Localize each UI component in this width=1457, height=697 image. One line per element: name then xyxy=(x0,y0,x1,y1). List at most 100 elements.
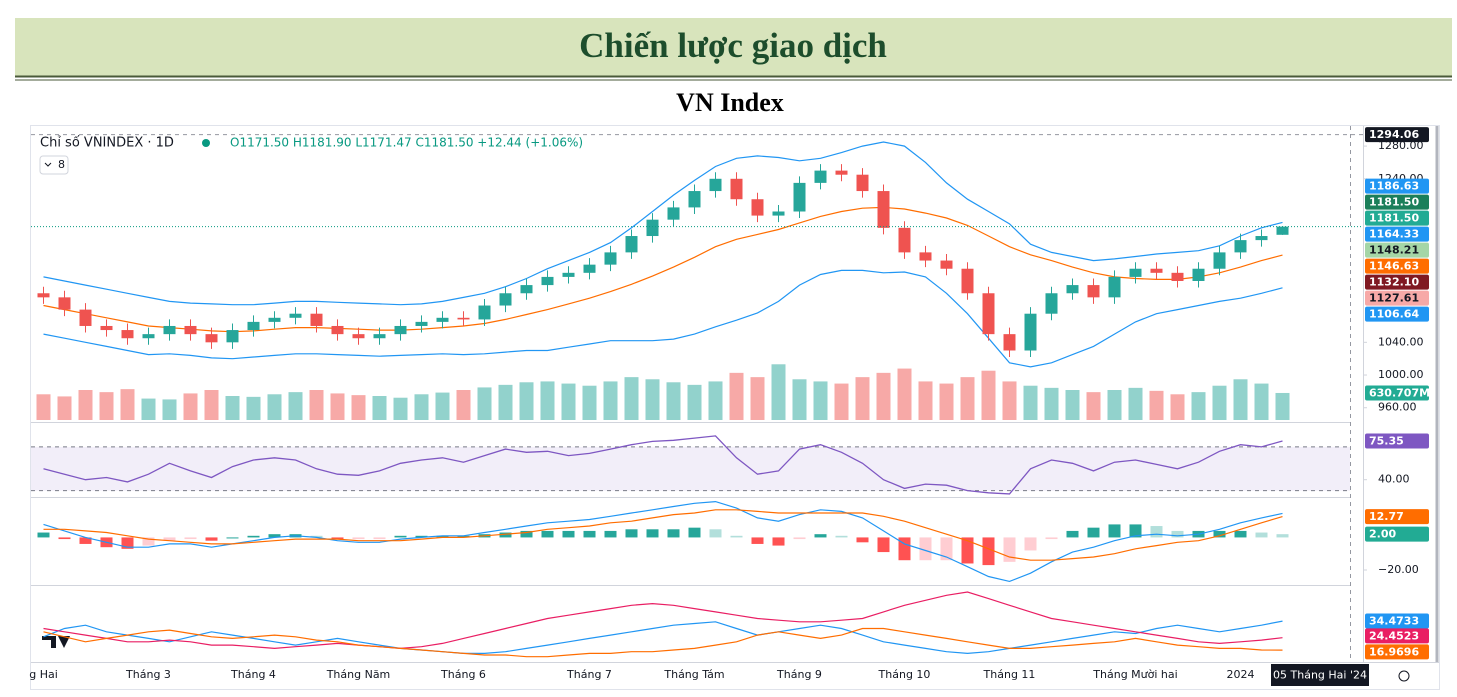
indicator-toggle[interactable] xyxy=(39,155,69,175)
volume-bar xyxy=(36,394,51,420)
volume-bar xyxy=(288,392,303,420)
y-tick-label: 1000.00 xyxy=(1378,368,1424,381)
volume-bar xyxy=(330,393,345,420)
volume-bar xyxy=(204,390,219,420)
macd-histogram-bar xyxy=(688,527,701,538)
crosshair-date: 05 Tháng Hai '24 xyxy=(1273,669,1367,682)
candle-body xyxy=(163,325,176,335)
overlay-line xyxy=(43,141,1283,306)
macd-histogram-bar xyxy=(163,537,176,541)
x-tick-label: Tháng Năm xyxy=(326,668,391,681)
tradingview-logo[interactable] xyxy=(42,636,70,648)
volume-bar xyxy=(666,382,681,420)
axis-badge xyxy=(1365,194,1429,210)
macd-histogram-bar xyxy=(1108,524,1121,538)
volume-bar xyxy=(960,377,975,420)
dmi-line xyxy=(43,591,1283,650)
macd-histogram-bar xyxy=(982,537,995,566)
overlay-line xyxy=(43,269,1283,368)
candle-body xyxy=(919,252,932,261)
candle-body xyxy=(667,207,680,220)
volume-bar xyxy=(78,390,93,420)
axis-badge xyxy=(1365,526,1429,542)
candle-body xyxy=(751,199,764,216)
volume-bar xyxy=(1002,381,1017,420)
macd-histogram-bar xyxy=(730,535,743,538)
candle-body xyxy=(1276,226,1289,235)
macd-histogram-bar xyxy=(457,535,470,538)
macd-histogram-bar xyxy=(310,535,323,538)
crosshair-date-badge xyxy=(1271,664,1369,686)
macd-histogram-bar xyxy=(394,535,407,538)
macd-histogram-bar xyxy=(247,535,260,538)
macd-histogram-bar xyxy=(37,532,50,538)
y-tick-label: −20.00 xyxy=(1378,563,1419,576)
axis-badge-label: 1164.33 xyxy=(1369,228,1419,241)
macd-histogram-bar xyxy=(184,537,197,540)
candle-body xyxy=(58,297,71,310)
macd-histogram-bar xyxy=(436,535,449,538)
candle-body xyxy=(184,325,197,335)
macd-histogram-bar xyxy=(1129,524,1142,538)
macd-histogram-bar xyxy=(583,530,596,538)
volume-bar xyxy=(267,394,282,420)
macd-histogram-bar xyxy=(373,537,386,540)
macd-histogram-bar xyxy=(562,530,575,538)
candle-body xyxy=(1108,276,1121,298)
candle-body xyxy=(520,285,533,294)
volume-bar xyxy=(729,372,744,420)
volume-bar xyxy=(435,392,450,420)
macd-histogram-bar xyxy=(751,537,764,544)
macd-histogram-bar xyxy=(268,534,281,538)
candle-body xyxy=(730,178,743,200)
macd-histogram-bar xyxy=(793,537,806,540)
volume-bar xyxy=(918,381,933,420)
macd-histogram-bar xyxy=(1087,527,1100,538)
candle-body xyxy=(37,293,50,298)
axis-badge-label: 16.9696 xyxy=(1369,645,1419,658)
candle-body xyxy=(142,334,155,339)
x-tick-label: Tháng Tám xyxy=(663,668,724,681)
volume-bar xyxy=(1107,390,1122,420)
candle-body xyxy=(793,182,806,212)
candle-body xyxy=(352,334,365,339)
dmi-line xyxy=(43,620,1283,655)
candle-body xyxy=(856,174,869,192)
dmi-pane xyxy=(43,591,1283,658)
axis-badge-label: 1181.50 xyxy=(1369,212,1419,225)
macd-histogram-bar xyxy=(1045,537,1058,540)
macd-histogram-bar xyxy=(1024,537,1037,551)
macd-histogram-bar xyxy=(709,529,722,538)
y-tick-label: 960.00 xyxy=(1378,401,1417,414)
macd-histogram-bar xyxy=(121,537,134,549)
macd-histogram-bar xyxy=(520,530,533,538)
candle-body xyxy=(121,330,134,339)
macd-histogram-bar xyxy=(1171,530,1184,538)
indicator-count[interactable]: 8 xyxy=(58,158,65,171)
axis-badge-label: 24.4523 xyxy=(1369,629,1419,642)
axis-badge-label: 12.77 xyxy=(1369,510,1404,523)
candle-body xyxy=(457,317,470,320)
macd-histogram-bar xyxy=(919,537,932,561)
macd-histogram-bar xyxy=(1276,534,1289,538)
volume-bar xyxy=(1275,392,1290,420)
macd-histogram-bar xyxy=(898,537,911,561)
title-banner xyxy=(15,18,1452,76)
candle-body xyxy=(562,272,575,277)
volume-bar xyxy=(645,379,660,420)
candle-body xyxy=(79,309,92,326)
volume-bar xyxy=(1065,390,1080,420)
macd-line xyxy=(43,509,1283,561)
macd-histogram-bar xyxy=(79,537,92,544)
symbol-label[interactable]: Chỉ số VNINDEX · 1D xyxy=(40,136,174,151)
candle-body xyxy=(436,317,449,322)
candle-body xyxy=(982,293,995,335)
x-tick-label: Tháng 9 xyxy=(776,668,822,681)
macd-pane xyxy=(37,500,1289,583)
settings-icon[interactable] xyxy=(1398,670,1410,682)
candle-body xyxy=(877,191,890,228)
macd-histogram-bar xyxy=(814,534,827,538)
volume-bar xyxy=(519,382,534,420)
macd-histogram-bar xyxy=(667,529,680,538)
